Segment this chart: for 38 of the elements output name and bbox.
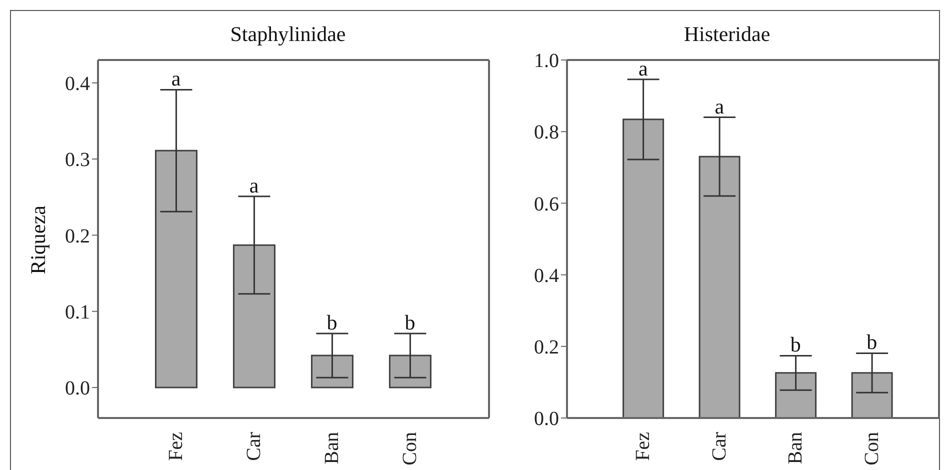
bar	[388, 354, 432, 388]
x-tick-label: Car	[243, 432, 265, 461]
annotation: b	[404, 310, 416, 334]
annotation: b	[866, 330, 878, 354]
x-tick-label: Fez	[165, 432, 187, 461]
x-tick-label: Fez	[632, 432, 654, 461]
bar	[851, 372, 893, 418]
bar	[622, 118, 664, 418]
bar	[698, 156, 740, 418]
x-tick-label: Ban	[321, 432, 343, 464]
y-tick-label: 0.6	[534, 193, 559, 216]
y-tick-label: 0.4	[65, 72, 90, 95]
y-tick-label: 0.8	[534, 122, 559, 144]
annotation: b	[326, 310, 338, 334]
x-tick-label: Ban	[784, 432, 807, 464]
y-tick-label: 0.0	[65, 378, 90, 400]
bar	[154, 150, 198, 388]
y-tick-label: 0.2	[534, 336, 559, 358]
annotation: a	[171, 66, 182, 91]
y-tick-label: 0.1	[65, 301, 90, 324]
annotation: a	[638, 56, 648, 80]
x-tick-label: Car	[708, 432, 730, 461]
x-tick-label: Con	[399, 432, 421, 466]
bar	[310, 354, 354, 388]
annotation: b	[790, 332, 801, 357]
bar	[232, 244, 276, 388]
y-tick-label: 0.0	[534, 408, 559, 430]
annotation: a	[249, 173, 260, 198]
y-tick-label: 0.2	[65, 225, 90, 248]
annotation: a	[714, 94, 725, 118]
y-axis-title: Riqueza	[25, 204, 51, 276]
chart-title: Staphylinidae	[229, 22, 347, 47]
x-tick-label: Con	[860, 432, 883, 466]
y-tick-label: 0.4	[534, 264, 559, 287]
chart-title: Histeridae	[682, 22, 772, 47]
y-tick-label: 0.3	[65, 149, 90, 172]
bar	[775, 372, 817, 418]
y-tick-label: 1.0	[534, 50, 559, 72]
